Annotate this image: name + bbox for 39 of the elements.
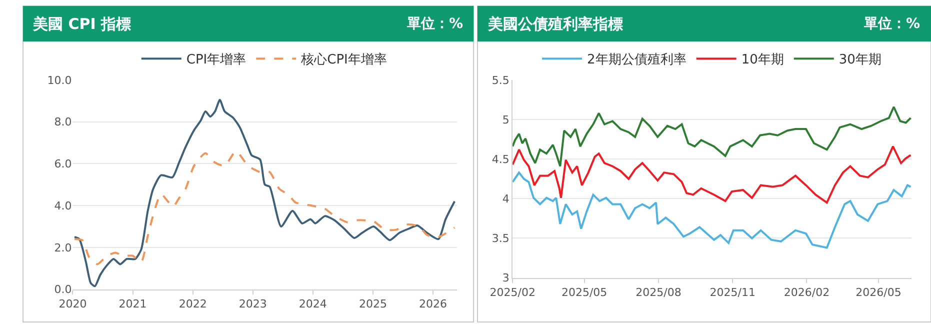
legend-label: 10年期 xyxy=(741,52,784,68)
y-tick-label: 4 xyxy=(502,192,510,206)
x-tick-label: 2026/05 xyxy=(856,286,902,300)
y-tick-label: 3 xyxy=(502,272,510,285)
y-tick-label: 10.0 xyxy=(47,74,72,87)
x-tick-label: 2022 xyxy=(178,298,207,311)
x-tick-label: 2025/11 xyxy=(710,286,756,300)
x-tick-label: 2025/05 xyxy=(561,286,608,300)
y-tick-label: 4.5 xyxy=(492,152,510,166)
chart-title: 美國公債殖利率指標 xyxy=(487,15,623,33)
y-tick-label: 4.0 xyxy=(54,199,72,212)
y-tick-label: 5 xyxy=(502,113,510,126)
y-tick-label: 6.0 xyxy=(54,158,72,171)
y-tick-label: 0.0 xyxy=(54,283,72,296)
line-series xyxy=(74,150,456,266)
x-tick-label: 2020 xyxy=(58,298,87,311)
y-tick-label: 2.0 xyxy=(54,241,72,254)
x-tick-label: 2023 xyxy=(238,298,267,311)
legend-label: 2年期公債殖利率 xyxy=(587,52,686,68)
line-series xyxy=(512,172,912,249)
y-tick-label: 3.5 xyxy=(492,232,510,246)
line-series xyxy=(74,98,456,288)
x-tick-label: 2021 xyxy=(118,298,147,311)
line-series xyxy=(512,145,912,204)
y-tick-label: 8.0 xyxy=(54,116,72,129)
line-series xyxy=(512,106,912,168)
x-tick-label: 2026 xyxy=(418,298,447,311)
chart-title: 美國 CPI 指標 xyxy=(32,15,132,33)
text: 單位：% xyxy=(406,16,464,32)
y-tick-label: 5.5 xyxy=(492,74,510,87)
legend-label: CPI年增率 xyxy=(186,52,246,68)
x-tick-label: 2026/02 xyxy=(784,286,830,300)
x-tick-label: 2025/02 xyxy=(490,286,536,300)
legend-label: 核心CPI年增率 xyxy=(300,52,387,68)
x-tick-label: 2025 xyxy=(358,298,387,311)
x-tick-label: 2025/08 xyxy=(636,286,682,300)
legend-label: 30年期 xyxy=(838,52,882,68)
text: 單位：% xyxy=(863,16,920,32)
x-tick-label: 2024 xyxy=(298,298,327,311)
